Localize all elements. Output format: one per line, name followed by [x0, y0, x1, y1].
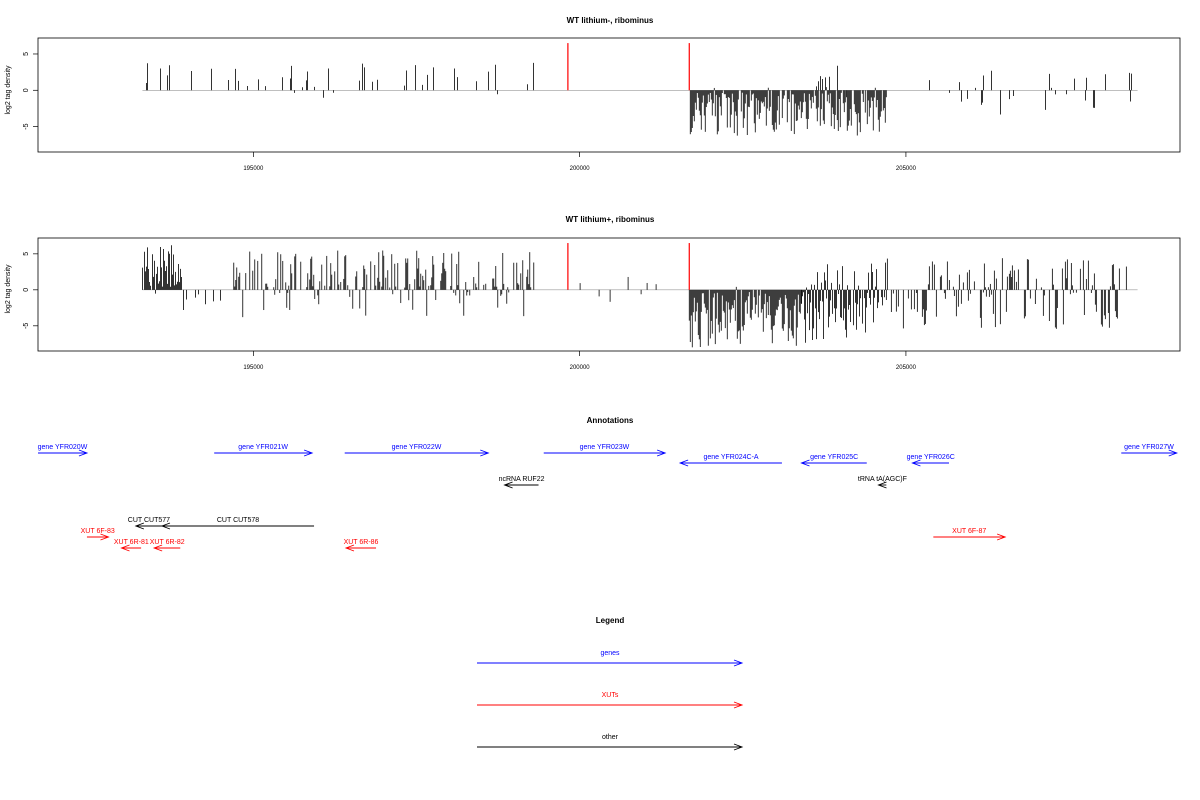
annotations-title: Annotations	[587, 416, 634, 425]
feature-other: ncRNA RUF22	[499, 476, 545, 489]
annotations-track: Annotations gene YFR020W gene YFR021W gene…	[38, 416, 1179, 552]
feature-label: XUT 6R-86	[344, 539, 379, 546]
feature-gene: gene YFR024C-A	[678, 454, 782, 467]
track-title: WT lithium-, ribominus	[567, 16, 654, 25]
arrow-right-icon	[78, 449, 89, 457]
feature-other: tRNA tA(AGC)F	[858, 476, 907, 489]
y-tick-label: -5	[23, 323, 30, 329]
arrow-left-icon	[503, 481, 513, 489]
arrow-left-icon	[120, 544, 130, 552]
legend-label: genes	[600, 650, 620, 657]
feature-label: XUT 6F-83	[81, 528, 115, 535]
track-title: WT lithium+, ribominus	[566, 215, 655, 224]
arrow-right-icon	[100, 533, 110, 541]
feature-label: gene YFR020W	[38, 444, 88, 451]
arrow-left-icon	[911, 459, 921, 467]
arrow-right-icon	[733, 659, 744, 667]
plot-area	[142, 243, 1138, 348]
plot-frame	[37, 237, 1181, 352]
arrow-left-icon	[152, 544, 163, 552]
arrow-left-icon	[800, 459, 810, 467]
plot-frame	[37, 37, 1181, 153]
arrow-right-icon	[733, 743, 744, 751]
arrow-left-icon	[160, 522, 171, 530]
feature-label: gene YFR027W	[1124, 444, 1174, 451]
arrow-right-icon	[733, 701, 744, 709]
legend-item-other: other	[477, 734, 744, 751]
feature-xut: XUT 6R-86	[344, 539, 379, 552]
bar-series	[142, 245, 1127, 348]
feature-layer: gene YFR020W gene YFR021W gene YFR022W gene…	[38, 444, 1179, 552]
legend-item-xut: XUTs	[477, 692, 744, 709]
x-tick-label: 200000	[570, 365, 591, 371]
feature-label: gene YFR023W	[580, 444, 630, 451]
x-tick-label: 195000	[243, 166, 264, 172]
y-tick-label: -5	[23, 123, 30, 129]
legend-items: genes XUTs other	[477, 650, 744, 751]
track-panel-lithium-minus: WT lithium-, ribominus log2 tag density …	[5, 16, 1181, 172]
arrow-left-icon	[344, 544, 355, 552]
feature-gene: gene YFR025C	[800, 454, 867, 467]
feature-label: XUT 6R-81	[114, 539, 149, 546]
bar-series	[146, 62, 1132, 136]
arrow-right-icon	[303, 449, 314, 457]
track-panel-lithium-plus: WT lithium+, ribominus log2 tag density …	[5, 215, 1181, 371]
feature-label: XUT 6R-82	[150, 539, 185, 546]
x-tick-label: 205000	[896, 166, 917, 172]
feature-other: CUT CUT577	[128, 517, 170, 530]
y-tick-label: 5	[23, 52, 30, 56]
y-tick-label: 5	[23, 252, 30, 256]
arrow-left-icon	[134, 522, 145, 530]
y-tick-label: 0	[23, 88, 30, 92]
y-tick-label: 0	[23, 288, 30, 292]
feature-gene: gene YFR020W	[38, 444, 89, 457]
y-axis-label: log2 tag density	[5, 65, 12, 115]
feature-label: tRNA tA(AGC)F	[858, 476, 907, 483]
legend-label: other	[602, 734, 619, 741]
feature-other: CUT CUT578	[160, 517, 315, 530]
arrow-left-icon	[877, 481, 887, 489]
arrow-right-icon	[1168, 449, 1179, 457]
feature-xut: XUT 6F-83	[81, 528, 115, 541]
legend-label: XUTs	[602, 692, 619, 699]
feature-gene: gene YFR021W	[214, 444, 314, 457]
feature-xut: XUT 6R-82	[150, 539, 185, 552]
feature-label: ncRNA RUF22	[499, 476, 545, 483]
y-axis-label: log2 tag density	[5, 264, 12, 314]
arrow-right-icon	[480, 449, 490, 457]
feature-gene: gene YFR023W	[543, 444, 667, 457]
x-tick-label: 200000	[570, 166, 591, 172]
feature-xut: XUT 6R-81	[114, 539, 149, 552]
x-tick-label: 195000	[243, 365, 264, 371]
arrow-right-icon	[656, 449, 667, 457]
arrow-right-icon	[996, 533, 1007, 541]
legend-title: Legend	[596, 616, 625, 625]
feature-label: gene YFR025C	[810, 454, 858, 461]
feature-label: CUT CUT578	[217, 517, 259, 524]
feature-gene: gene YFR027W	[1121, 444, 1179, 457]
legend-item-gene: genes	[477, 650, 744, 667]
legend: Legend genes XUTs other	[477, 616, 744, 751]
feature-xut: XUT 6F-87	[933, 528, 1007, 541]
feature-label: XUT 6F-87	[952, 528, 986, 535]
feature-label: CUT CUT577	[128, 517, 170, 524]
arrow-left-icon	[678, 459, 689, 467]
x-tick-label: 205000	[896, 365, 917, 371]
feature-gene: gene YFR022W	[344, 444, 490, 457]
plot-area	[142, 43, 1138, 136]
feature-label: gene YFR022W	[392, 444, 442, 451]
feature-label: gene YFR021W	[238, 444, 288, 451]
feature-gene: gene YFR026C	[907, 454, 955, 467]
feature-label: gene YFR026C	[907, 454, 955, 461]
feature-label: gene YFR024C-A	[703, 454, 758, 461]
